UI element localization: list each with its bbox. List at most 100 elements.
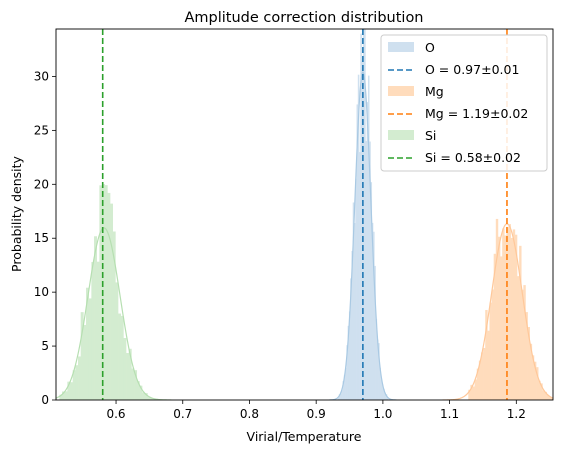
histogram-bar <box>357 74 360 400</box>
legend-swatch <box>388 42 414 52</box>
histogram-bar <box>341 390 343 400</box>
histogram-bar <box>353 222 356 400</box>
histogram-bar <box>120 315 124 400</box>
histogram-bar <box>104 185 108 400</box>
histogram-bar <box>343 374 346 400</box>
histogram-bar <box>75 365 79 400</box>
histogram-bar <box>62 391 65 400</box>
histogram-bar <box>139 385 143 400</box>
histogram-bar <box>123 338 127 400</box>
histogram-bar <box>72 370 76 400</box>
y-tick-label: 20 <box>34 177 49 191</box>
histogram-bar <box>352 202 355 400</box>
histogram-bar <box>497 236 501 400</box>
histogram-bar <box>366 102 369 400</box>
y-tick-label: 15 <box>34 231 49 245</box>
histogram-bar <box>83 324 87 400</box>
legend-label: Si <box>425 128 436 143</box>
histogram-bar <box>360 33 362 400</box>
histogram-bar <box>521 289 524 400</box>
histogram-bar <box>519 245 522 400</box>
histogram-bar <box>531 355 535 400</box>
histogram-bar <box>514 234 518 400</box>
histogram-bar <box>96 261 100 400</box>
y-tick-label: 5 <box>41 339 49 353</box>
y-tick-label: 0 <box>41 393 49 407</box>
histogram-bar <box>386 396 389 400</box>
histogram-bar <box>538 380 541 400</box>
histogram-bar <box>128 348 132 400</box>
histogram-bar <box>491 289 494 400</box>
histogram-bar <box>91 262 95 400</box>
histograms <box>59 29 553 400</box>
histogram-bar <box>516 276 520 400</box>
density-curve <box>329 71 397 400</box>
histogram-bar <box>381 384 384 400</box>
histogram-bar <box>64 391 68 400</box>
histogram-bar <box>550 397 553 400</box>
legend-swatch <box>388 130 414 140</box>
x-tick-label: 1.2 <box>507 407 526 421</box>
legend-label: O = 0.97±0.01 <box>425 62 519 77</box>
histogram-bar <box>78 356 81 400</box>
histogram-bar <box>370 182 373 400</box>
histogram-bar <box>369 141 371 400</box>
x-axis: 0.6 0.7 0.8 0.9 1.0 1.1 1.2 <box>106 400 526 421</box>
histogram-bar <box>347 325 350 400</box>
mean-lines <box>101 29 508 400</box>
histogram-bar <box>131 368 135 400</box>
histogram-bar <box>340 393 342 400</box>
histogram-bar <box>548 396 552 400</box>
histogram-bar <box>350 278 352 400</box>
x-tick-label: 0.7 <box>173 407 192 421</box>
histogram-bar <box>487 330 490 400</box>
histogram-bar <box>468 389 471 400</box>
histogram-bar <box>536 367 539 400</box>
histogram-bar <box>502 228 505 400</box>
histogram-bar <box>345 367 347 400</box>
density-curve <box>56 227 172 400</box>
x-tick-label: 1.1 <box>440 407 459 421</box>
histogram-bar <box>540 383 543 400</box>
histogram-bar <box>371 222 374 400</box>
histogram-bar <box>99 185 103 400</box>
histogram-bar <box>385 394 388 400</box>
histogram-bar <box>542 390 545 400</box>
histogram-bar <box>495 218 499 400</box>
histogram-bar <box>102 184 105 400</box>
histogram-bar <box>367 75 370 400</box>
histogram-bar <box>134 370 138 400</box>
histogram-bar <box>359 152 361 400</box>
histogram-bar <box>86 287 89 400</box>
histogram-bar <box>485 309 488 400</box>
legend: O O = 0.97±0.01 Mg Mg = 1.19±0.02 Si Si = 0.5… <box>380 34 548 172</box>
histogram-bar <box>342 381 345 400</box>
x-tick-label: 0.8 <box>240 407 259 421</box>
histogram-bar <box>355 178 357 400</box>
histogram-bar <box>338 394 341 400</box>
histogram-bar <box>107 192 111 400</box>
legend-label: Si = 0.58±0.02 <box>425 150 521 165</box>
histogram-bar <box>510 237 514 400</box>
histogram-bar <box>110 203 114 400</box>
histogram-bar <box>379 367 381 400</box>
histogram-bar <box>474 379 478 400</box>
x-tick-label: 1.0 <box>373 407 392 421</box>
histogram-bar <box>70 382 73 400</box>
x-tick-label: 0.6 <box>106 407 125 421</box>
histogram-bar <box>365 141 367 400</box>
histogram-bar <box>480 352 484 400</box>
histogram-bar <box>512 229 516 400</box>
histogram-bar <box>67 381 71 400</box>
histogram-bar <box>376 339 379 400</box>
histogram-bar <box>136 381 140 400</box>
histogram-bar <box>375 318 378 400</box>
histogram-bar <box>527 326 531 400</box>
histogram-bar <box>88 298 92 400</box>
histogram-bar <box>348 311 351 400</box>
y-axis: 0 5 10 15 20 25 30 <box>34 69 56 407</box>
histogram-bar <box>337 397 340 400</box>
legend-label: Mg = 1.19±0.02 <box>425 106 528 121</box>
chart-title: Amplitude correction distribution <box>184 10 423 26</box>
histogram-bar <box>59 394 63 400</box>
